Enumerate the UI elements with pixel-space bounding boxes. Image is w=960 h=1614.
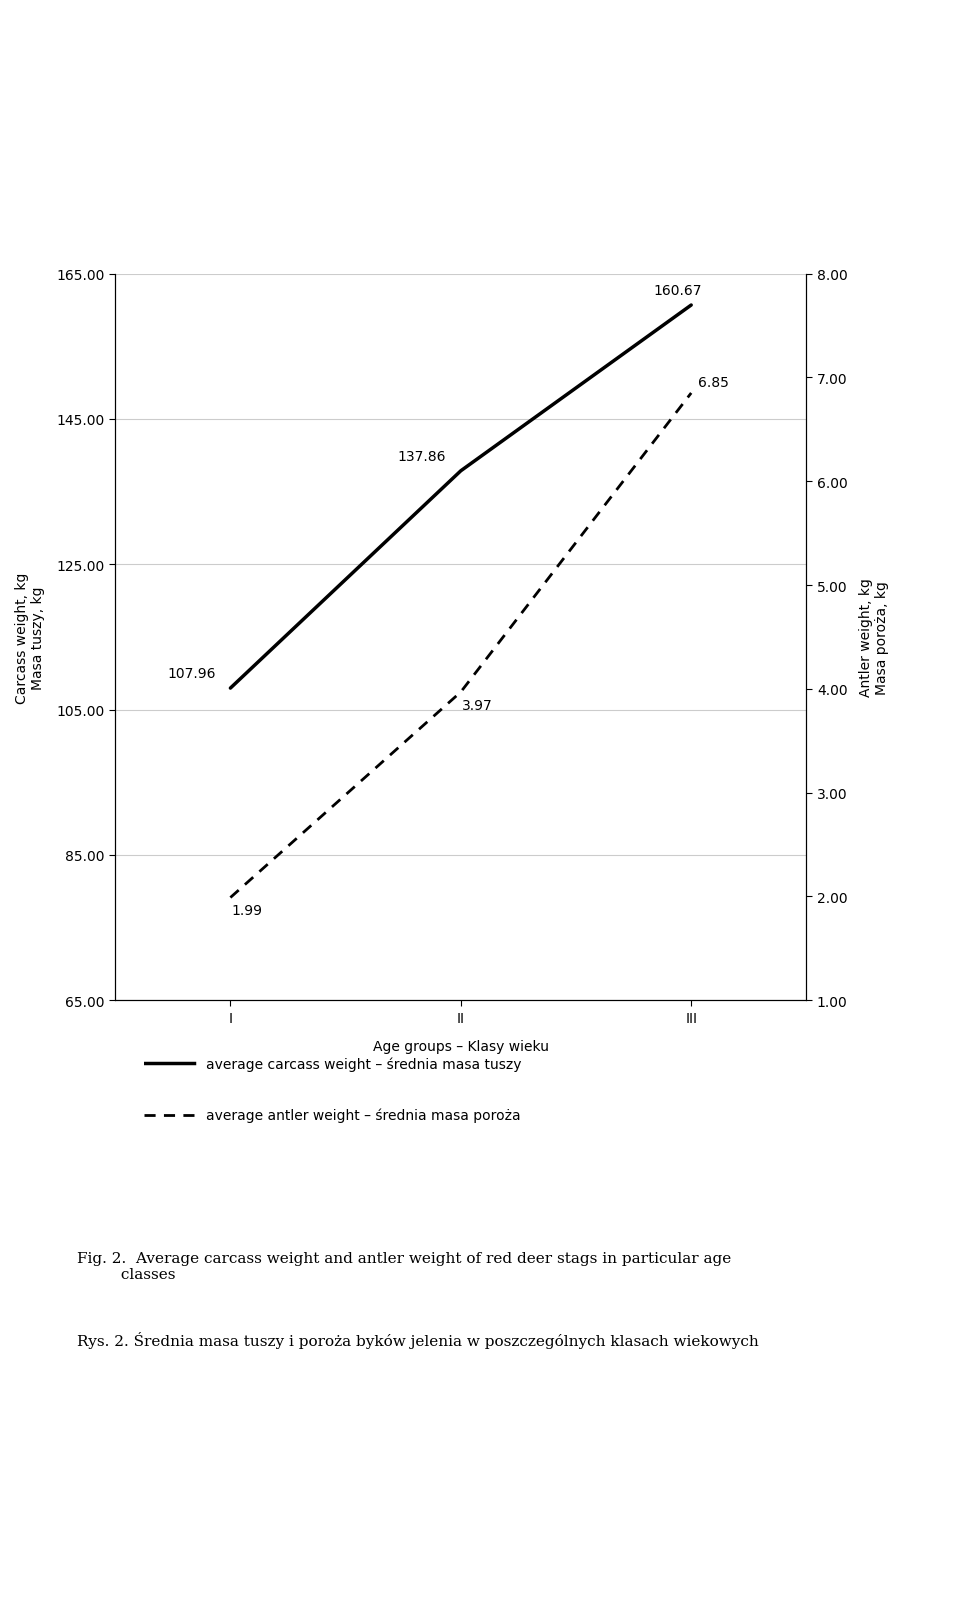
X-axis label: Age groups – Klasy wieku: Age groups – Klasy wieku xyxy=(372,1039,549,1052)
Text: 1.99: 1.99 xyxy=(231,904,263,918)
Text: 137.86: 137.86 xyxy=(397,449,446,463)
Text: Rys. 2. Średnia masa tuszy i poroża byków jelenia w poszczególnych klasach wieko: Rys. 2. Średnia masa tuszy i poroża bykó… xyxy=(77,1332,758,1349)
Text: 3.97: 3.97 xyxy=(462,699,492,712)
Text: average antler weight – średnia masa poroża: average antler weight – średnia masa por… xyxy=(206,1109,521,1122)
Y-axis label: Carcass weight, kg
Masa tuszy, kg: Carcass weight, kg Masa tuszy, kg xyxy=(15,571,45,704)
Text: 107.96: 107.96 xyxy=(167,667,216,681)
Text: 6.85: 6.85 xyxy=(698,376,729,389)
Text: 160.67: 160.67 xyxy=(653,284,702,297)
Y-axis label: Antler weight, kg
Masa poroża, kg: Antler weight, kg Masa poroża, kg xyxy=(858,578,889,697)
Text: Fig. 2.  Average carcass weight and antler weight of red deer stags in particula: Fig. 2. Average carcass weight and antle… xyxy=(77,1251,732,1282)
Text: average carcass weight – średnia masa tuszy: average carcass weight – średnia masa tu… xyxy=(206,1057,522,1070)
